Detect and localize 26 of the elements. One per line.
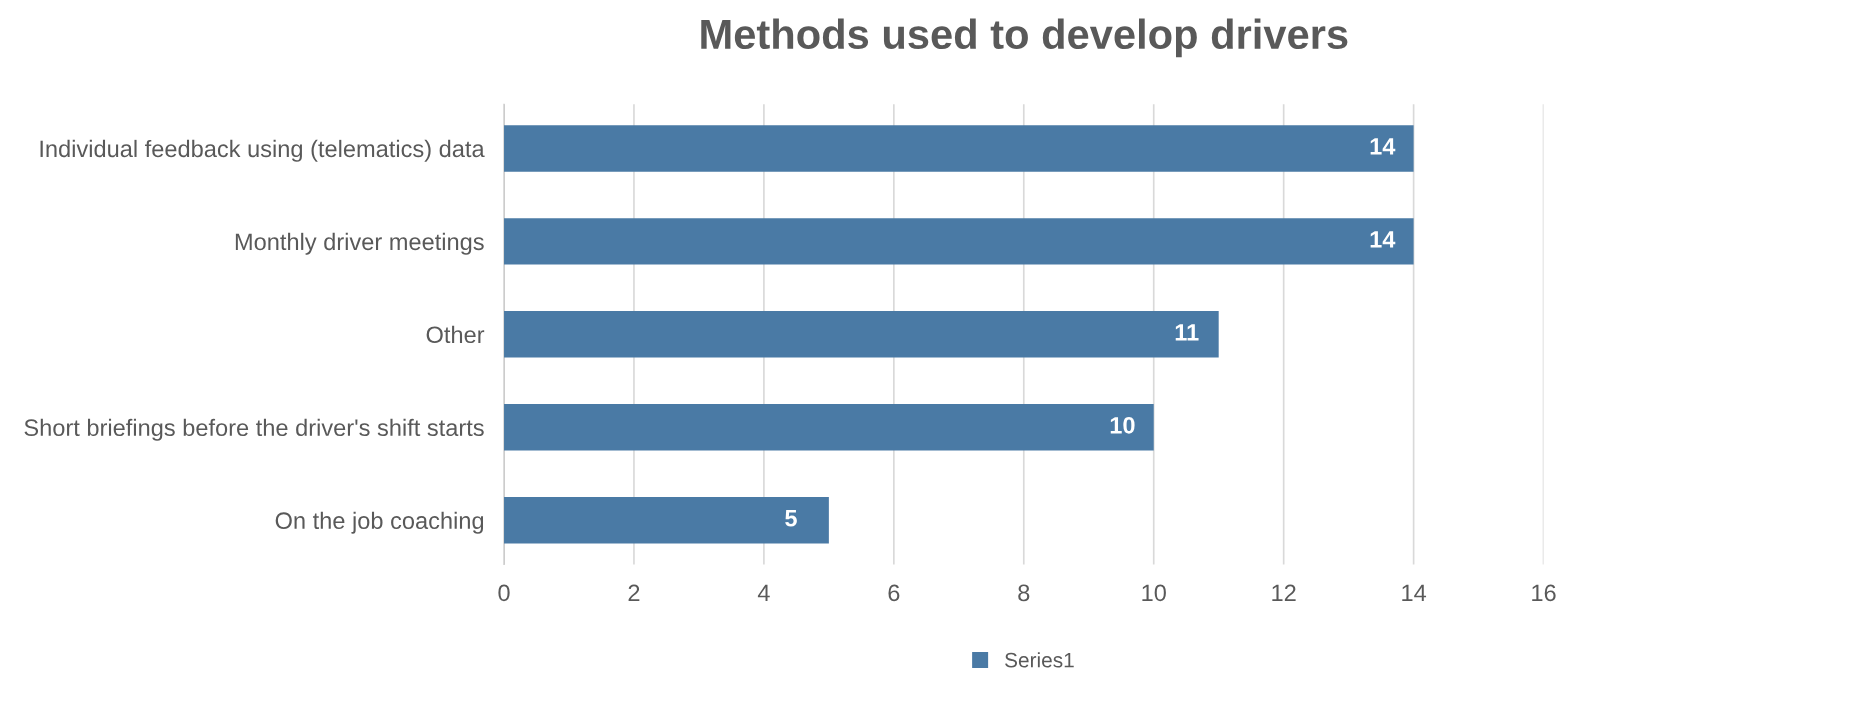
chart-title: Methods used to develop drivers <box>701 18 1348 58</box>
x-tick-label: 4 <box>757 584 770 601</box>
bar <box>504 311 1219 358</box>
x-tick-label: 12 <box>1272 584 1296 601</box>
data-label: 10 <box>1110 416 1135 434</box>
y-tick-label: On the job coaching <box>275 511 484 534</box>
data-label: 14 <box>1370 231 1396 248</box>
y-tick-label: Short briefings before the driver's shift starts <box>24 418 484 441</box>
x-tick-label: 0 <box>498 584 510 602</box>
x-tick-label: 16 <box>1532 584 1556 602</box>
y-tick-label: Individual feedback using (telematics) data <box>40 139 485 162</box>
bar <box>504 218 1414 265</box>
legend-label: Series1 <box>1005 652 1074 668</box>
data-label: 14 <box>1370 138 1396 155</box>
bar <box>504 497 829 544</box>
y-tick-label: Monthly driver meetings <box>235 232 484 255</box>
x-tick-label: 14 <box>1402 584 1427 601</box>
x-tick-label: 8 <box>1018 584 1030 602</box>
y-tick-label: Other <box>426 325 485 344</box>
x-tick-label: 2 <box>628 584 640 601</box>
x-tick-label: 6 <box>888 584 900 602</box>
bar <box>504 404 1154 451</box>
data-label: 11 <box>1175 324 1199 341</box>
x-tick-label: 10 <box>1142 584 1166 602</box>
bar <box>504 125 1414 172</box>
data-label: 5 <box>785 510 797 527</box>
